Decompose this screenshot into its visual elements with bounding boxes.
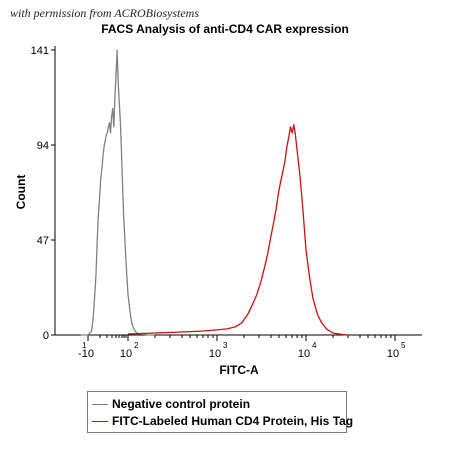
y-tick-label: 141	[31, 45, 49, 57]
legend-swatch-fitc-cd4	[92, 420, 108, 422]
legend-label-negative-control: Negative control protein	[112, 397, 251, 411]
x-tick-label: 10	[298, 348, 310, 360]
chart-legend: Negative control protein FITC-Labeled Hu…	[87, 391, 353, 433]
x-axis-label: FITC-A	[219, 363, 259, 377]
legend-item-negative-control: Negative control protein	[92, 396, 250, 412]
series-group	[80, 49, 349, 336]
x-tick-exponent: 3	[223, 341, 228, 350]
series-line-negative-control	[80, 49, 155, 336]
permission-credit: with permission from ACROBiosystems	[10, 6, 200, 20]
series-line-fitc-cd4	[127, 124, 349, 336]
x-tick-label: 10	[387, 348, 399, 360]
x-tick-label: 10	[120, 348, 132, 360]
y-tick-label: 94	[37, 140, 49, 152]
y-tick-label: 0	[43, 330, 49, 342]
y-axis: 0 47 94 141	[31, 45, 56, 342]
y-tick-label: 47	[37, 235, 49, 247]
x-tick-label: -10	[78, 348, 94, 360]
chart-title: FACS Analysis of anti-CD4 CAR expression	[101, 22, 349, 36]
x-tick-exponent: 4	[312, 341, 317, 350]
x-tick-exponent: 1	[82, 341, 87, 350]
x-tick-label: 10	[209, 348, 221, 360]
legend-item-fitc-cd4: FITC-Labeled Human CD4 Protein, His Tag	[92, 413, 353, 429]
legend-label-fitc-cd4: FITC-Labeled Human CD4 Protein, His Tag	[112, 414, 354, 428]
legend-swatch-negative-control	[92, 403, 108, 405]
x-tick-exponent: 2	[134, 341, 139, 350]
x-tick-exponent: 5	[401, 341, 406, 350]
y-axis-label: Count	[14, 175, 28, 210]
